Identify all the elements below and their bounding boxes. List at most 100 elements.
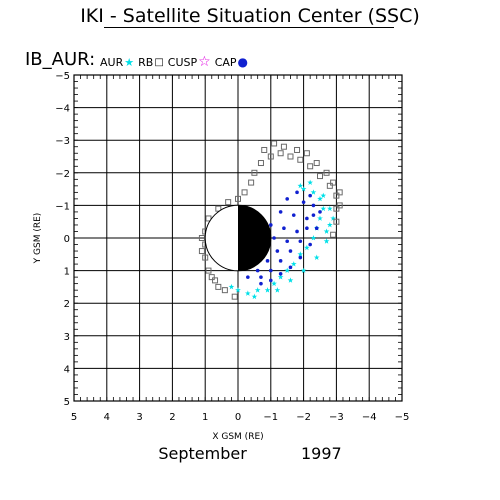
y-tick-label: 0: [64, 234, 70, 245]
point-cap: [308, 242, 312, 247]
point-cap: [285, 197, 290, 201]
point-rb: [205, 267, 212, 274]
point-aur: [320, 205, 327, 212]
y-tick-label: 3: [64, 332, 70, 343]
plot-ticks: 5 4 3 2 1 0 −1 −2 −3 −4 −5 −5 −4 −3 −2 −1 0 1 2 3 4 5: [55, 71, 409, 423]
point-aur: [326, 205, 333, 212]
point-rb: [333, 192, 340, 199]
legend-item-aur: AUR ★: [100, 56, 134, 69]
point-rb: [330, 179, 337, 186]
point-cap: [314, 226, 319, 231]
legend-label-cap: CAP: [214, 55, 237, 69]
point-aur: [277, 274, 284, 280]
y-tick-label: −4: [55, 104, 70, 115]
point-rb: [248, 179, 255, 186]
x-axis-label: X GSM (RE): [212, 432, 263, 442]
point-rb: [267, 153, 274, 160]
point-cap: [291, 213, 296, 217]
point-rb: [271, 140, 278, 147]
date-month: September: [158, 444, 247, 463]
point-aur: [317, 215, 323, 221]
point-aur: [264, 287, 271, 293]
point-cap: [285, 239, 290, 244]
point-rb: [212, 277, 219, 284]
legend-label-rb: RB: [138, 55, 154, 69]
point-cap: [255, 268, 260, 273]
y-tick-label: −1: [55, 201, 70, 212]
x-tick-label: −3: [329, 412, 344, 423]
chart-subtitle: IB_AUR:: [25, 49, 96, 70]
point-aur: [254, 287, 261, 293]
point-aur: [317, 195, 323, 202]
point-aur: [330, 215, 336, 221]
y-axis-label: Y GSM (RE): [33, 213, 43, 265]
title-underline: [104, 27, 394, 28]
x-tick-label: 0: [235, 412, 241, 423]
point-rb: [303, 150, 310, 157]
point-aur: [271, 280, 277, 287]
point-aur: [297, 251, 304, 257]
point-cap: [259, 275, 263, 279]
earth-night-side: [238, 205, 271, 271]
point-rb: [221, 287, 228, 294]
point-rb: [333, 218, 340, 225]
point-aur: [290, 261, 297, 267]
y-tick-label: −2: [55, 169, 70, 180]
point-rb: [326, 182, 333, 189]
x-tick-label: −2: [296, 412, 311, 423]
point-rb: [205, 215, 212, 222]
point-aur: [313, 254, 320, 260]
point-rb: [241, 189, 248, 196]
point-cap: [246, 275, 250, 279]
point-rb: [198, 235, 205, 241]
point-cap: [305, 226, 309, 231]
square-icon: □: [154, 56, 164, 68]
point-aur: [307, 179, 314, 186]
point-rb: [225, 199, 232, 206]
point-aur: [244, 290, 251, 296]
point-rb: [257, 160, 264, 167]
x-tick-label: −1: [263, 412, 278, 423]
point-cap: [298, 239, 303, 244]
point-rb: [336, 189, 343, 196]
point-aur: [300, 267, 307, 274]
point-rb: [215, 283, 222, 290]
point-cap: [308, 193, 312, 198]
point-rb: [208, 274, 215, 281]
legend-item-cap: CAP ●: [215, 55, 248, 69]
point-aur: [284, 267, 291, 274]
star-icon: ★: [124, 55, 135, 69]
y-tick-label: 2: [64, 299, 70, 310]
chart-title: IKI - Satellite Situation Center (SSC): [80, 5, 420, 27]
x-tick-label: −5: [395, 412, 410, 423]
y-tick-label: −3: [55, 136, 70, 147]
y-tick-label: 4: [64, 364, 70, 375]
point-cap: [278, 210, 283, 214]
point-cap: [298, 255, 303, 260]
legend-label-aur: AUR: [100, 55, 124, 69]
point-rb: [323, 169, 330, 176]
date-caption: September 1997: [0, 444, 500, 463]
point-cap: [278, 272, 283, 276]
dot-icon: ●: [237, 55, 249, 69]
point-rb: [261, 146, 268, 153]
point-rb: [280, 143, 287, 150]
point-rb: [202, 254, 209, 261]
point-rb: [231, 293, 238, 300]
x-tick-label: 1: [202, 412, 208, 423]
point-aur: [323, 238, 330, 244]
point-rb: [287, 153, 294, 160]
earth-symbol: [204, 204, 272, 272]
point-aur: [310, 235, 317, 241]
point-cap: [288, 265, 293, 270]
point-cap: [269, 278, 273, 283]
legend-item-cusp: CUSP ☆: [168, 54, 211, 70]
point-rb: [313, 160, 320, 167]
legend: AUR ★ RB □ CUSP ☆ CAP ●: [100, 54, 252, 70]
point-rb: [336, 202, 343, 209]
point-aur: [274, 287, 281, 293]
point-aur: [300, 186, 307, 192]
point-cap: [288, 249, 293, 253]
point-cap: [295, 190, 299, 195]
